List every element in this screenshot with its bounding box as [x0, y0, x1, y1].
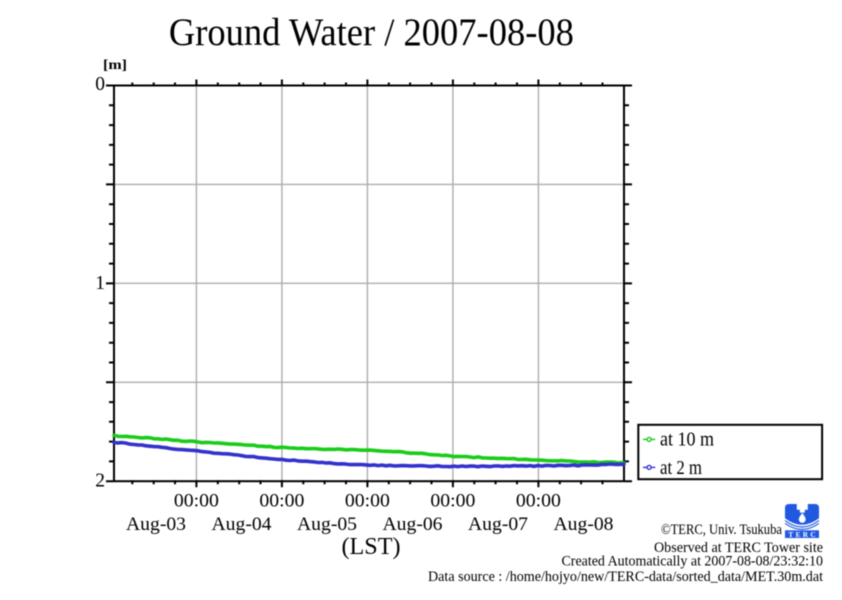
svg-text:at 2 m: at 2 m	[660, 457, 702, 479]
svg-text:TERC: TERC	[788, 531, 818, 539]
svg-text:Aug-05: Aug-05	[297, 515, 357, 535]
svg-text:0: 0	[95, 74, 105, 95]
svg-text:Aug-06: Aug-06	[383, 515, 443, 535]
svg-text:Ground Water / 2007-08-08: Ground Water / 2007-08-08	[169, 10, 574, 54]
svg-text:[m]: [m]	[103, 58, 127, 73]
svg-text:1: 1	[95, 273, 105, 294]
svg-text:2: 2	[95, 471, 105, 492]
svg-text:00:00: 00:00	[259, 491, 304, 512]
svg-text:©TERC, Univ. Tsukuba: ©TERC, Univ. Tsukuba	[661, 522, 782, 538]
svg-text:(LST): (LST)	[342, 534, 401, 560]
svg-text:Created Automatically at 2007-: Created Automatically at 2007-08-08/23:3…	[562, 554, 824, 570]
svg-text:00:00: 00:00	[516, 491, 561, 512]
svg-text:Aug-03: Aug-03	[126, 515, 186, 535]
svg-text:Aug-08: Aug-08	[554, 515, 614, 535]
svg-text:Aug-07: Aug-07	[468, 515, 528, 535]
svg-text:at 10 m: at 10 m	[660, 429, 714, 451]
svg-text:Aug-04: Aug-04	[212, 515, 272, 535]
svg-text:Data source : /home/hojyo/new/: Data source : /home/hojyo/new/TERC-data/…	[428, 569, 824, 585]
svg-text:00:00: 00:00	[345, 491, 390, 512]
svg-text:00:00: 00:00	[430, 491, 475, 512]
svg-text:Observed at TERC Tower site: Observed at TERC Tower site	[654, 540, 823, 556]
svg-text:00:00: 00:00	[174, 491, 219, 512]
